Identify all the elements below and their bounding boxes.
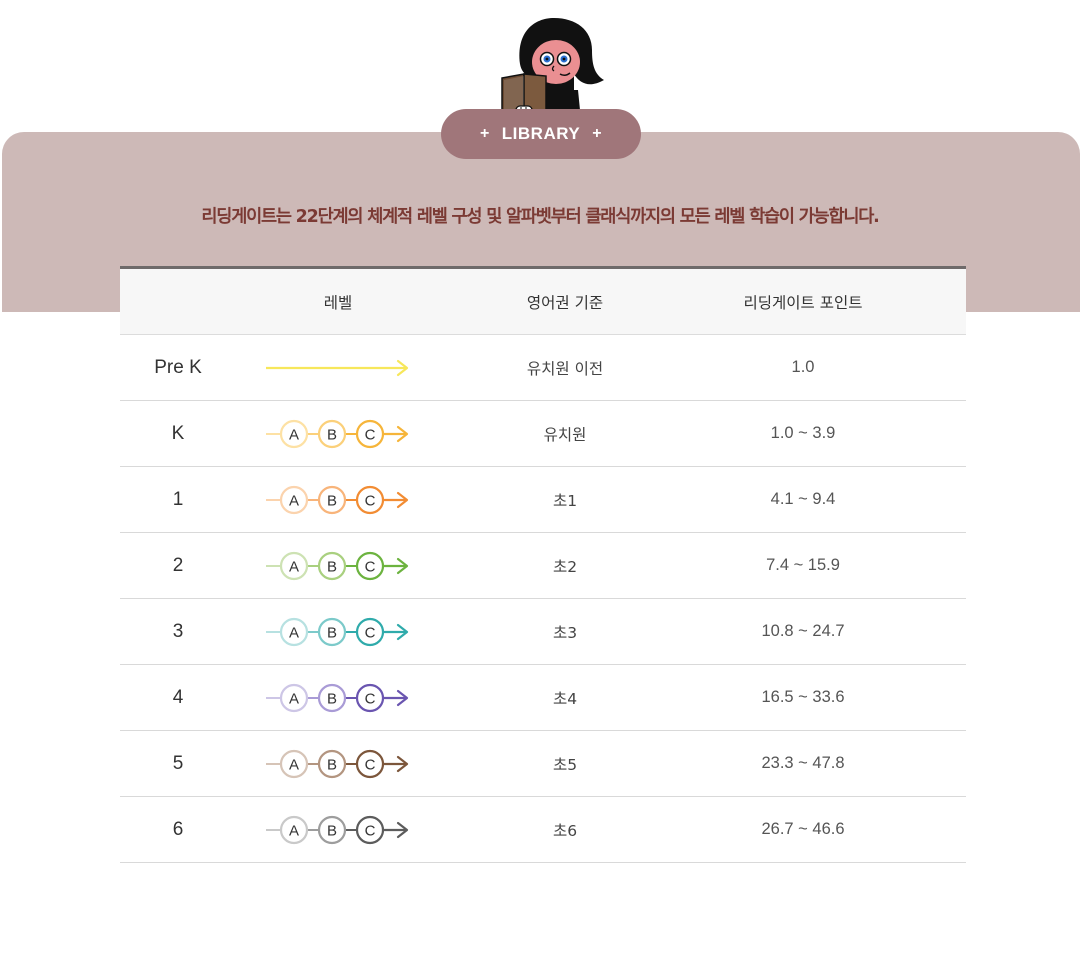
english-standard: 초4 (552, 689, 578, 708)
level-name: 2 (172, 554, 184, 576)
table-row: 1 A B C 초1 4.1 ~ 9.4 (120, 467, 966, 533)
reading-points: 23.3 ~ 47.8 (761, 754, 845, 772)
level-track: A B C (236, 683, 440, 713)
english-standard: 초1 (552, 491, 578, 510)
track-letter: C (365, 558, 376, 575)
track-letter: B (327, 756, 337, 773)
table-row: 4 A B C 초4 16.5 ~ 33.6 (120, 665, 966, 731)
header-level: 레벨 (323, 293, 353, 312)
level-track: A B C (236, 551, 440, 581)
level-track: A B C (236, 485, 440, 515)
track-letter: C (365, 624, 376, 641)
reading-points: 10.8 ~ 24.7 (761, 622, 845, 640)
track-letter: A (289, 822, 299, 839)
track-letter: B (327, 624, 337, 641)
abc-track-icon: A B C (266, 485, 409, 514)
level-track (236, 353, 440, 383)
library-badge: + LIBRARY + (441, 109, 641, 159)
level-track: A B C (236, 419, 440, 449)
level-name: 5 (172, 752, 184, 774)
track-letter: B (327, 822, 337, 839)
english-standard: 초2 (552, 557, 578, 576)
arrow-track-icon (266, 359, 409, 376)
track-letter: A (289, 492, 299, 509)
abc-track-icon: A B C (266, 815, 409, 844)
table-row: Pre K 유치원 이전 1.0 (120, 335, 966, 401)
reading-points: 1.0 (791, 358, 815, 376)
reading-points: 4.1 ~ 9.4 (770, 490, 836, 508)
level-track: A B C (236, 815, 440, 845)
track-letter: B (327, 558, 337, 575)
track-letter: A (289, 558, 299, 575)
level-track: A B C (236, 617, 440, 647)
track-letter: B (327, 426, 337, 443)
table-header: 레벨 영어권 기준 리딩게이트 포인트 (120, 269, 966, 335)
abc-track-icon: A B C (266, 551, 409, 580)
track-letter: C (365, 426, 376, 443)
page-headline: 리딩게이트는 22단계의 체계적 레벨 구성 및 알파벳부터 클래식까지의 모든… (201, 207, 879, 227)
level-name: 3 (172, 620, 184, 642)
girl-reading-book-icon (501, 18, 604, 117)
header-points: 리딩게이트 포인트 (743, 293, 863, 312)
level-name: 6 (172, 818, 184, 840)
english-standard: 초5 (552, 755, 578, 774)
english-standard: 초3 (552, 623, 578, 642)
track-letter: B (327, 690, 337, 707)
abc-track-icon: A B C (266, 617, 409, 646)
track-letter: B (327, 492, 337, 509)
track-letter: A (289, 624, 299, 641)
level-name: 1 (172, 488, 184, 510)
level-name: K (171, 422, 185, 444)
level-name: Pre K (154, 356, 202, 378)
table-row: 5 A B C 초5 23.3 ~ 47.8 (120, 731, 966, 797)
track-letter: A (289, 690, 299, 707)
abc-track-icon: A B C (266, 683, 409, 712)
english-standard: 유치원 (543, 425, 587, 444)
table-row: K A B C 유치원 1.0 ~ 3.9 (120, 401, 966, 467)
track-letter: A (289, 756, 299, 773)
level-table: 레벨 영어권 기준 리딩게이트 포인트 Pre K 유치원 이전 1.0 K A B C 유치… (120, 266, 966, 863)
track-letter: C (365, 756, 376, 773)
abc-track-icon: A B C (266, 419, 409, 448)
plus-icon: + (479, 125, 490, 142)
reading-points: 16.5 ~ 33.6 (761, 688, 845, 706)
level-track: A B C (236, 749, 440, 779)
track-letter: C (365, 822, 376, 839)
table-body: Pre K 유치원 이전 1.0 K A B C 유치원 1.0 ~ 3.9 1 A B C 초1 4.1 … (120, 335, 966, 863)
reading-points: 1.0 ~ 3.9 (770, 424, 836, 442)
english-standard: 초6 (552, 821, 578, 840)
track-letter: C (365, 492, 376, 509)
reading-points: 7.4 ~ 15.9 (766, 556, 840, 574)
track-letter: A (289, 426, 299, 443)
plus-icon: + (592, 125, 603, 142)
table-row: 3 A B C 초3 10.8 ~ 24.7 (120, 599, 966, 665)
table-row: 2 A B C 초2 7.4 ~ 15.9 (120, 533, 966, 599)
badge-label: LIBRARY (501, 124, 581, 143)
table-row: 6 A B C 초6 26.7 ~ 46.6 (120, 797, 966, 863)
reading-points: 26.7 ~ 46.6 (761, 820, 845, 838)
abc-track-icon: A B C (266, 749, 409, 778)
track-letter: C (365, 690, 376, 707)
header-standard: 영어권 기준 (526, 293, 604, 312)
english-standard: 유치원 이전 (526, 359, 604, 378)
level-name: 4 (172, 686, 184, 708)
